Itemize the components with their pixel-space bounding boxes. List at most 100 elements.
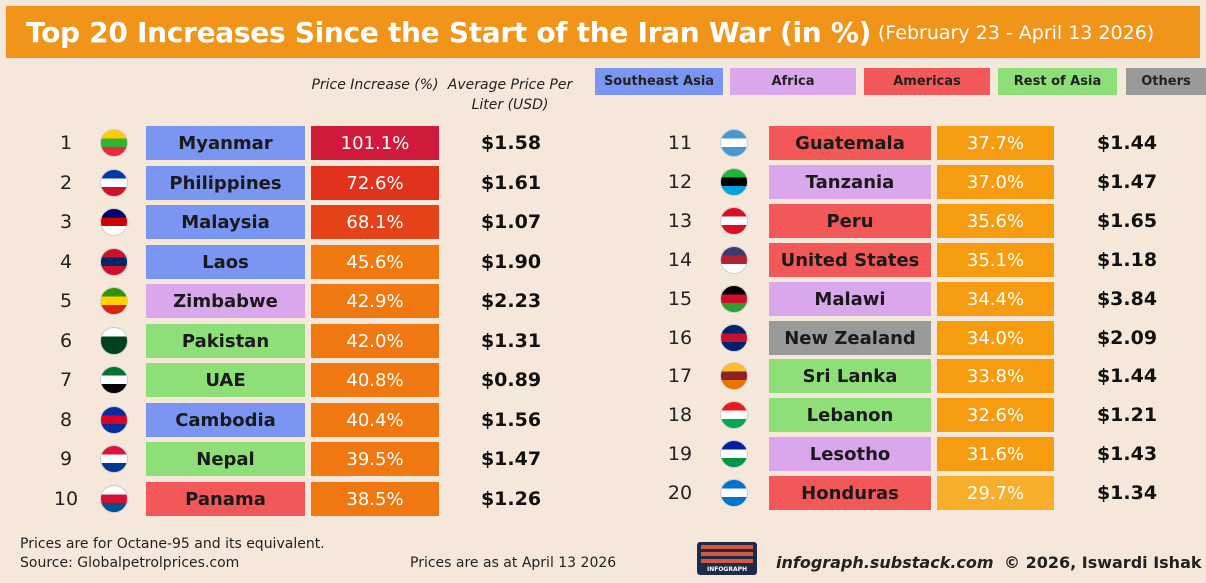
flag-circle <box>100 208 128 236</box>
average-price: $1.58 <box>480 132 542 154</box>
infograph-logo: INFOGRAPH <box>697 542 757 575</box>
rank-number: 16 <box>667 327 693 349</box>
flag-circle <box>720 440 748 468</box>
legend-item: Southeast Asia <box>595 68 723 95</box>
country-label: Guatemala <box>769 126 931 160</box>
flag-icon <box>720 437 748 471</box>
flag-icon <box>720 165 748 199</box>
flag-circle <box>720 401 748 429</box>
flag-circle <box>720 362 748 390</box>
rank-number: 3 <box>59 211 73 233</box>
date-range: (February 23 - April 13 2026) <box>878 22 1155 44</box>
column-header-price: Average Price Per Liter (USD) <box>447 77 573 113</box>
average-price: $1.43 <box>1096 443 1158 465</box>
flag-circle <box>100 406 128 434</box>
price-increase-bar: 40.4% <box>311 403 439 437</box>
country-label: Honduras <box>769 476 931 510</box>
flag-circle <box>720 285 748 313</box>
price-increase-bar: 101.1% <box>311 126 439 160</box>
rank-number: 2 <box>59 172 73 194</box>
average-price: $2.09 <box>1096 327 1158 349</box>
country-label: Zimbabwe <box>146 284 305 318</box>
average-price: $3.84 <box>1096 288 1158 310</box>
flag-icon <box>720 476 748 510</box>
country-label: Myanmar <box>146 126 305 160</box>
flag-icon <box>100 442 128 476</box>
flag-circle <box>720 129 748 157</box>
country-label: Panama <box>146 482 305 516</box>
price-increase-bar: 35.1% <box>937 243 1054 277</box>
price-increase-bar: 42.0% <box>311 324 439 358</box>
as-of-date: Prices are as at April 13 2026 <box>410 555 617 571</box>
price-increase-bar: 38.5% <box>311 482 439 516</box>
rank-number: 1 <box>59 132 73 154</box>
rank-number: 5 <box>59 290 73 312</box>
flag-icon <box>720 243 748 277</box>
flag-circle <box>100 485 128 513</box>
country-label: Cambodia <box>146 403 305 437</box>
average-price: $1.61 <box>480 172 542 194</box>
price-increase-bar: 37.7% <box>937 126 1054 160</box>
flag-icon <box>720 398 748 432</box>
average-price: $1.90 <box>480 251 542 273</box>
average-price: $1.26 <box>480 488 542 510</box>
flag-circle <box>100 248 128 276</box>
country-label: Tanzania <box>769 165 931 199</box>
site-link[interactable]: infograph.substack.com <box>776 553 994 572</box>
flag-circle <box>720 168 748 196</box>
price-increase-bar: 35.6% <box>937 204 1054 238</box>
average-price: $1.44 <box>1096 365 1158 387</box>
country-label: Lesotho <box>769 437 931 471</box>
rank-number: 8 <box>59 409 73 431</box>
flag-icon <box>720 126 748 160</box>
country-label: Sri Lanka <box>769 359 931 393</box>
flag-icon <box>100 482 128 516</box>
country-label: Peru <box>769 204 931 238</box>
price-increase-bar: 42.9% <box>311 284 439 318</box>
country-label: Malawi <box>769 282 931 316</box>
rank-number: 17 <box>667 365 693 387</box>
flag-icon <box>100 245 128 279</box>
flag-circle <box>100 287 128 315</box>
price-increase-bar: 34.0% <box>937 321 1054 355</box>
rank-number: 18 <box>667 404 693 426</box>
flag-icon <box>720 204 748 238</box>
flag-icon <box>720 282 748 316</box>
average-price: $1.21 <box>1096 404 1158 426</box>
rank-number: 20 <box>667 482 693 504</box>
country-label: Philippines <box>146 166 305 200</box>
flag-circle <box>720 246 748 274</box>
price-increase-bar: 34.4% <box>937 282 1054 316</box>
average-price: $1.18 <box>1096 249 1158 271</box>
rank-number: 9 <box>59 448 73 470</box>
price-increase-bar: 68.1% <box>311 205 439 239</box>
average-price: $1.47 <box>480 448 542 470</box>
flag-icon <box>100 363 128 397</box>
footnote: Prices are for Octane-95 and its equival… <box>20 536 325 552</box>
price-increase-bar: 40.8% <box>311 363 439 397</box>
column-header-increase: Price Increase (%) <box>311 77 439 93</box>
logo-text: INFOGRAPH <box>706 566 748 573</box>
page-title: Top 20 Increases Since the Start of the … <box>26 16 872 49</box>
price-increase-bar: 29.7% <box>937 476 1054 510</box>
legend-item: Others <box>1126 68 1206 95</box>
price-increase-bar: 72.6% <box>311 166 439 200</box>
average-price: $0.89 <box>480 369 542 391</box>
average-price: $2.23 <box>480 290 542 312</box>
flag-icon <box>100 166 128 200</box>
country-label: Pakistan <box>146 324 305 358</box>
price-increase-bar: 45.6% <box>311 245 439 279</box>
flag-icon <box>100 205 128 239</box>
country-label: New Zealand <box>769 321 931 355</box>
source: Source: Globalpetrolprices.com <box>20 555 240 571</box>
rank-number: 4 <box>59 251 73 273</box>
rank-number: 11 <box>667 132 693 154</box>
price-increase-bar: 39.5% <box>311 442 439 476</box>
country-label: United States <box>769 243 931 277</box>
flag-circle <box>100 169 128 197</box>
price-increase-bar: 37.0% <box>937 165 1054 199</box>
legend-item: Africa <box>730 68 856 95</box>
legend-item: Rest of Asia <box>998 68 1117 95</box>
average-price: $1.34 <box>1096 482 1158 504</box>
flag-circle <box>720 324 748 352</box>
